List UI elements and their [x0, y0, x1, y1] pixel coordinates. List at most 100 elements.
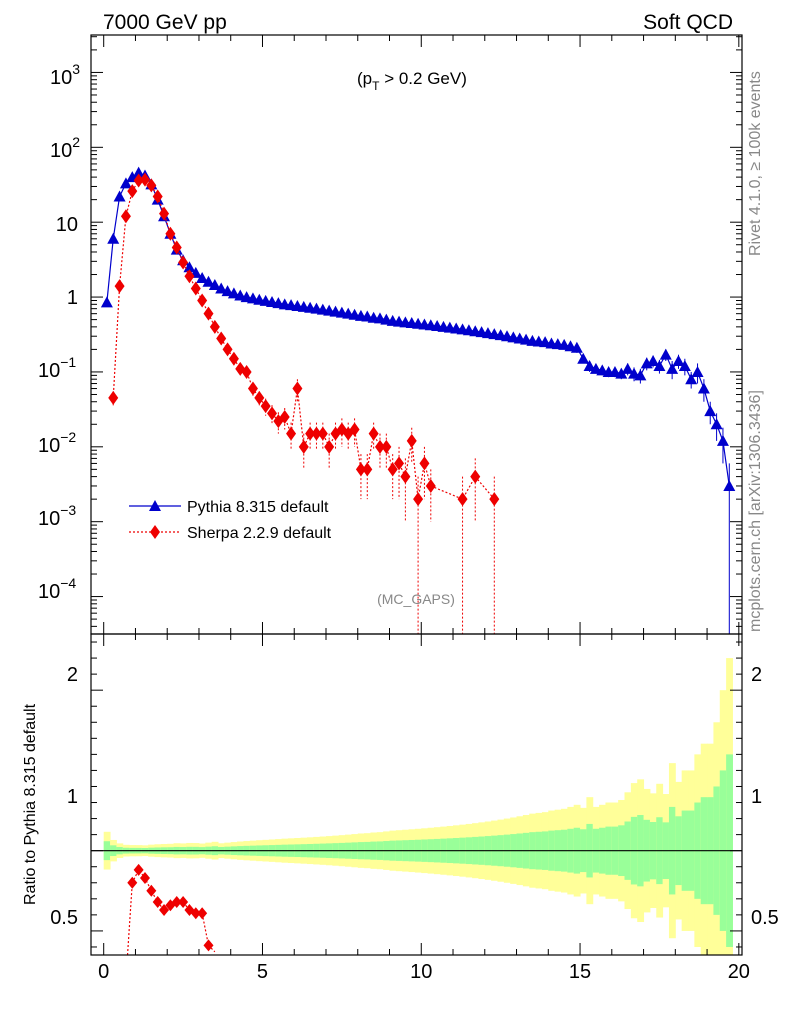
main-frame — [90, 34, 743, 635]
rtick-2-right: 2 — [751, 664, 762, 686]
point-sherpa — [241, 364, 252, 379]
point-pythia — [215, 282, 228, 294]
point-sherpa — [374, 439, 385, 454]
point-sherpa — [114, 279, 125, 294]
point-sherpa — [394, 456, 405, 471]
point-sherpa — [254, 390, 265, 405]
legend-marker-triangle — [149, 500, 161, 511]
point-sherpa — [209, 319, 220, 334]
ratio-point-sherpa — [133, 863, 144, 876]
point-sherpa — [425, 478, 436, 493]
ratio-point-sherpa — [139, 871, 150, 884]
point-sherpa — [419, 456, 430, 471]
point-sherpa — [184, 269, 195, 284]
point-sherpa — [127, 184, 138, 199]
point-pythia — [723, 479, 736, 491]
point-sherpa — [267, 406, 278, 421]
point-pythia — [647, 354, 660, 366]
point-sherpa — [190, 281, 201, 296]
point-pythia — [672, 354, 685, 366]
point-sherpa — [216, 331, 227, 346]
ytick-1em1: 10−1 — [38, 354, 76, 382]
ratio-ylabel: Ratio to Pythia 8.315 default — [22, 703, 39, 905]
point-sherpa — [108, 390, 119, 405]
point-sherpa — [355, 462, 366, 477]
point-sherpa — [406, 433, 417, 448]
rtick-2-left: 2 — [67, 664, 78, 686]
point-sherpa — [228, 351, 239, 366]
point-sherpa — [152, 189, 163, 204]
point-sherpa — [292, 381, 303, 396]
legend-marker-diamond — [150, 525, 160, 539]
legend-entry-pythia: Pythia 8.315 default — [129, 499, 329, 516]
point-pythia — [666, 362, 679, 374]
ytick-1e2: 102 — [50, 134, 80, 162]
point-pythia — [653, 360, 666, 372]
point-pythia — [119, 177, 132, 189]
ratio-point-sherpa — [197, 907, 208, 920]
point-sherpa — [222, 342, 233, 357]
point-pythia — [113, 190, 126, 202]
point-sherpa — [317, 426, 328, 441]
main-panel — [100, 166, 736, 634]
point-sherpa — [470, 469, 481, 484]
point-pythia — [583, 360, 596, 372]
y-tick-labels: 103 102 10 1 10−1 10−2 10−3 10−4 — [38, 61, 80, 603]
point-sherpa — [203, 306, 214, 321]
xtick-20: 20 — [728, 961, 750, 983]
point-pythia — [634, 369, 647, 381]
point-pythia — [691, 365, 704, 377]
ratio-point-sherpa — [146, 884, 157, 897]
point-sherpa — [311, 426, 322, 441]
point-sherpa — [171, 240, 182, 255]
point-pythia — [208, 278, 221, 290]
legend-label-sherpa: Sherpa 2.2.9 default — [187, 525, 332, 542]
ratio-tick-labels: 2 1 0.5 2 1 0.5 — [50, 664, 779, 929]
point-pythia — [678, 360, 691, 372]
point-sherpa — [159, 206, 170, 221]
legend-entry-sherpa: Sherpa 2.2.9 default — [129, 525, 332, 542]
rtick-1-left: 1 — [67, 786, 78, 808]
point-pythia — [183, 261, 196, 273]
point-pythia — [132, 166, 145, 178]
point-pythia — [710, 418, 723, 430]
point-sherpa — [305, 426, 316, 441]
rtick-05-right: 0.5 — [751, 907, 779, 929]
point-sherpa — [413, 492, 424, 507]
ratio-point-sherpa — [203, 939, 214, 952]
point-sherpa — [165, 226, 176, 241]
ratio-point-sherpa — [178, 896, 189, 909]
legend-label-pythia: Pythia 8.315 default — [187, 499, 329, 516]
legend: Pythia 8.315 default Sherpa 2.2.9 defaul… — [129, 499, 332, 542]
point-pythia — [202, 275, 215, 287]
ytick-1em3: 10−3 — [38, 502, 76, 530]
series-line-pythia — [106, 171, 730, 487]
axis-ticks — [91, 35, 742, 955]
point-pythia — [615, 367, 628, 379]
header-right: Soft QCD — [643, 11, 733, 34]
point-pythia — [659, 348, 672, 360]
rtick-1-right: 1 — [751, 786, 762, 808]
header-left: 7000 GeV pp — [103, 11, 227, 34]
side-text-bottom: mcplots.cern.ch [arXiv:1306.3436] — [747, 390, 764, 632]
point-pythia — [621, 362, 634, 374]
point-pythia — [716, 434, 729, 446]
ratio-point-sherpa — [171, 896, 182, 909]
side-text-top: Rivet 4.1.0, ≥ 100k events — [747, 71, 764, 256]
point-sherpa — [286, 426, 297, 441]
point-sherpa — [381, 439, 392, 454]
point-sherpa — [362, 462, 373, 477]
cut-label: (pT > 0.2 GeV) — [357, 69, 467, 93]
point-sherpa — [133, 173, 144, 188]
point-pythia — [704, 405, 717, 417]
point-pythia — [697, 382, 710, 394]
ytick-1e3: 103 — [50, 61, 80, 89]
ratio-frame — [90, 633, 743, 956]
x-tick-labels: 0 5 10 15 20 — [98, 961, 750, 983]
ytick-10: 10 — [56, 214, 78, 236]
rtick-05-left: 0.5 — [50, 907, 78, 929]
point-pythia — [107, 232, 120, 244]
ratio-point-sherpa — [190, 907, 201, 920]
point-sherpa — [146, 178, 157, 193]
point-pythia — [570, 341, 583, 353]
